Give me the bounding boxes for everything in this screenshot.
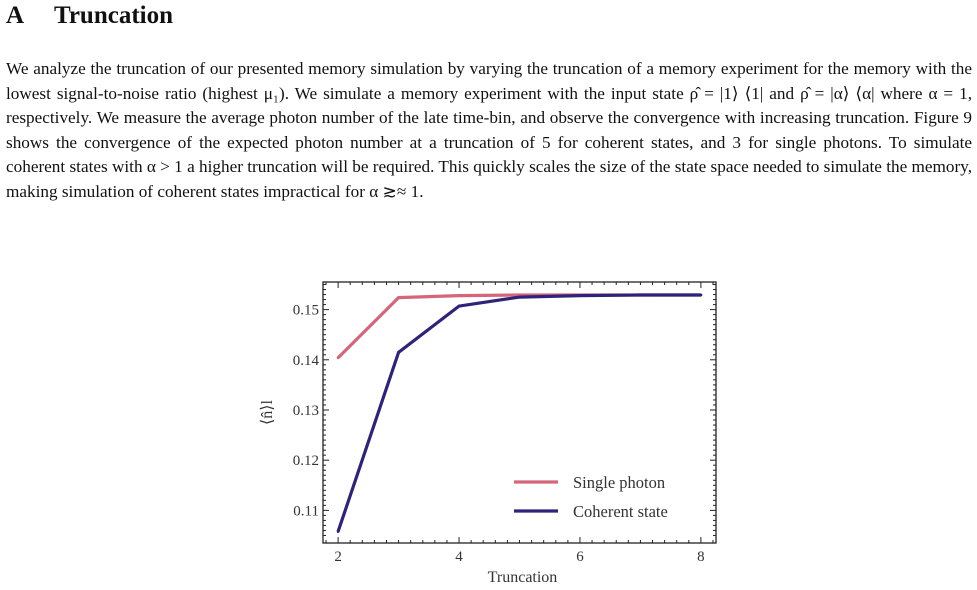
legend-label: Coherent state (573, 502, 668, 521)
series-line-1 (336, 293, 701, 359)
series-line-2 (336, 293, 701, 533)
x-tick-label: 4 (455, 549, 463, 565)
series-1-point (457, 294, 461, 297)
y-tick-label: 0.15 (293, 303, 319, 319)
series-2-point (578, 294, 582, 297)
series-2-point (639, 293, 642, 297)
section-title: Truncation (54, 2, 173, 29)
y-tick-label: 0.14 (293, 353, 320, 369)
x-axis-label: Truncation (488, 569, 558, 586)
series-2-point (699, 293, 703, 297)
y-axis-label: ⟨n̂⟩l (259, 399, 276, 424)
series-2-point (397, 350, 400, 354)
series-1-point (397, 296, 400, 299)
x-tick-label: 6 (576, 549, 584, 565)
paragraph-text: We analyze the truncation of our present… (6, 59, 972, 201)
y-tick-label: 0.11 (293, 503, 319, 519)
x-tick-label: 2 (334, 549, 342, 565)
series-2-point (518, 295, 521, 299)
series-2-point (336, 530, 340, 533)
series-2-point (457, 304, 461, 308)
y-tick-label: 0.13 (293, 403, 319, 419)
x-tick-label: 8 (697, 549, 705, 565)
section-number: A (6, 2, 25, 29)
legend-label: Single photon (573, 473, 665, 492)
section-heading: A Truncation (6, 2, 173, 30)
series-1-point (336, 356, 340, 360)
body-paragraph: We analyze the truncation of our present… (6, 57, 972, 205)
y-tick-label: 0.12 (293, 453, 319, 469)
